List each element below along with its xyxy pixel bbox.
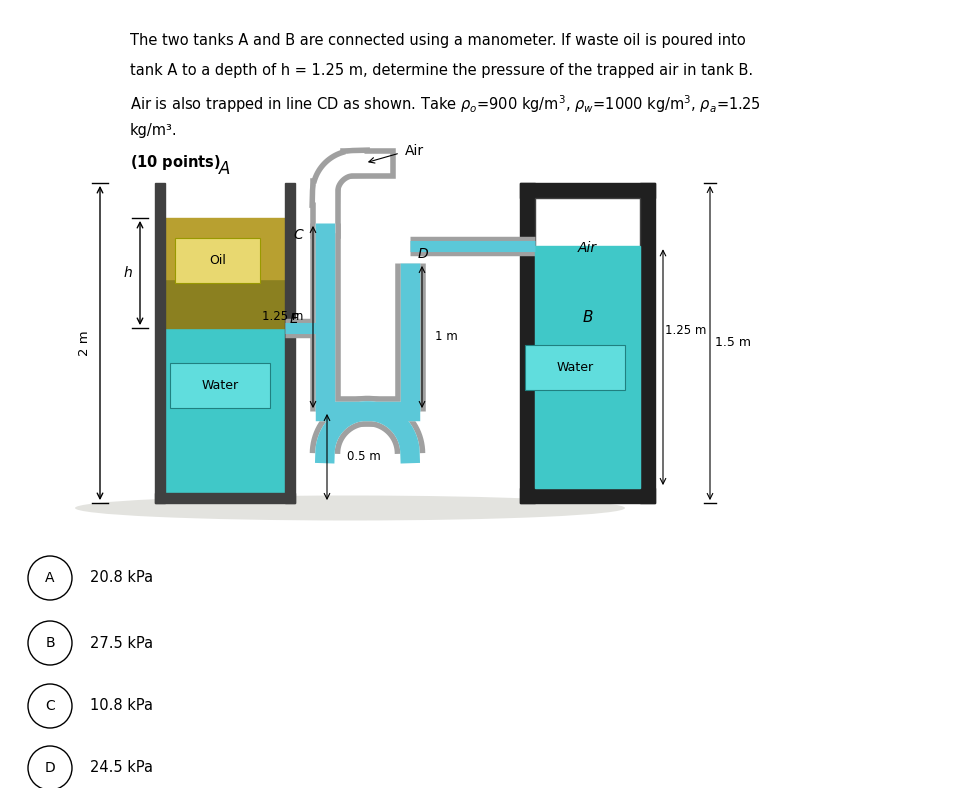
Text: 1.25 m: 1.25 m	[262, 310, 303, 324]
Text: Air: Air	[578, 241, 597, 255]
Text: 27.5 kPa: 27.5 kPa	[90, 635, 153, 651]
Text: C: C	[45, 699, 55, 713]
Text: D: D	[45, 761, 56, 775]
Text: 1 m: 1 m	[435, 330, 458, 344]
Bar	[535, 198, 640, 488]
Text: Air: Air	[405, 144, 424, 158]
Text: tank A to a depth of h = 1.25 m, determine the pressure of the trapped air in ta: tank A to a depth of h = 1.25 m, determi…	[130, 63, 753, 78]
Text: 1.5 m: 1.5 m	[715, 336, 751, 350]
FancyBboxPatch shape	[525, 345, 625, 390]
Text: 24.5 kPa: 24.5 kPa	[90, 760, 153, 775]
Circle shape	[28, 746, 72, 788]
Text: 20.8 kPa: 20.8 kPa	[90, 571, 153, 585]
Text: kg/m³.: kg/m³.	[130, 123, 177, 138]
Bar	[155, 183, 165, 503]
Circle shape	[28, 684, 72, 728]
Ellipse shape	[75, 496, 625, 521]
Bar	[285, 183, 295, 503]
Text: C: C	[293, 228, 303, 242]
Text: 1.25 m: 1.25 m	[665, 325, 707, 337]
Text: A: A	[220, 160, 230, 178]
Text: E: E	[290, 312, 299, 326]
Bar	[155, 493, 295, 503]
Text: D: D	[418, 247, 428, 261]
Text: B: B	[45, 636, 55, 650]
Text: 10.8 kPa: 10.8 kPa	[90, 698, 153, 713]
Bar	[165, 278, 285, 328]
Text: 2 m: 2 m	[78, 330, 91, 356]
Bar	[165, 218, 285, 278]
Bar	[520, 183, 535, 503]
Text: Air is also trapped in line CD as shown. Take $\rho_o$=900 kg/m$^3$, $\rho_w$=10: Air is also trapped in line CD as shown.…	[130, 93, 760, 115]
Text: Water: Water	[557, 361, 594, 374]
Text: h: h	[123, 266, 132, 280]
Text: B: B	[582, 310, 593, 325]
Bar	[165, 328, 285, 493]
Text: Water: Water	[202, 379, 238, 392]
Bar	[535, 247, 640, 488]
Bar	[640, 183, 655, 503]
Bar	[520, 488, 655, 503]
Text: 0.5 m: 0.5 m	[347, 451, 381, 463]
FancyBboxPatch shape	[170, 363, 270, 408]
Text: Oil: Oil	[209, 254, 226, 267]
Bar	[520, 183, 655, 198]
Text: The two tanks A and B are connected using a manometer. If waste oil is poured in: The two tanks A and B are connected usin…	[130, 33, 746, 48]
FancyBboxPatch shape	[175, 238, 260, 283]
Text: A: A	[45, 571, 55, 585]
Text: $\bf{(10\ points)}$: $\bf{(10\ points)}$	[130, 153, 220, 172]
Circle shape	[28, 621, 72, 665]
Circle shape	[28, 556, 72, 600]
